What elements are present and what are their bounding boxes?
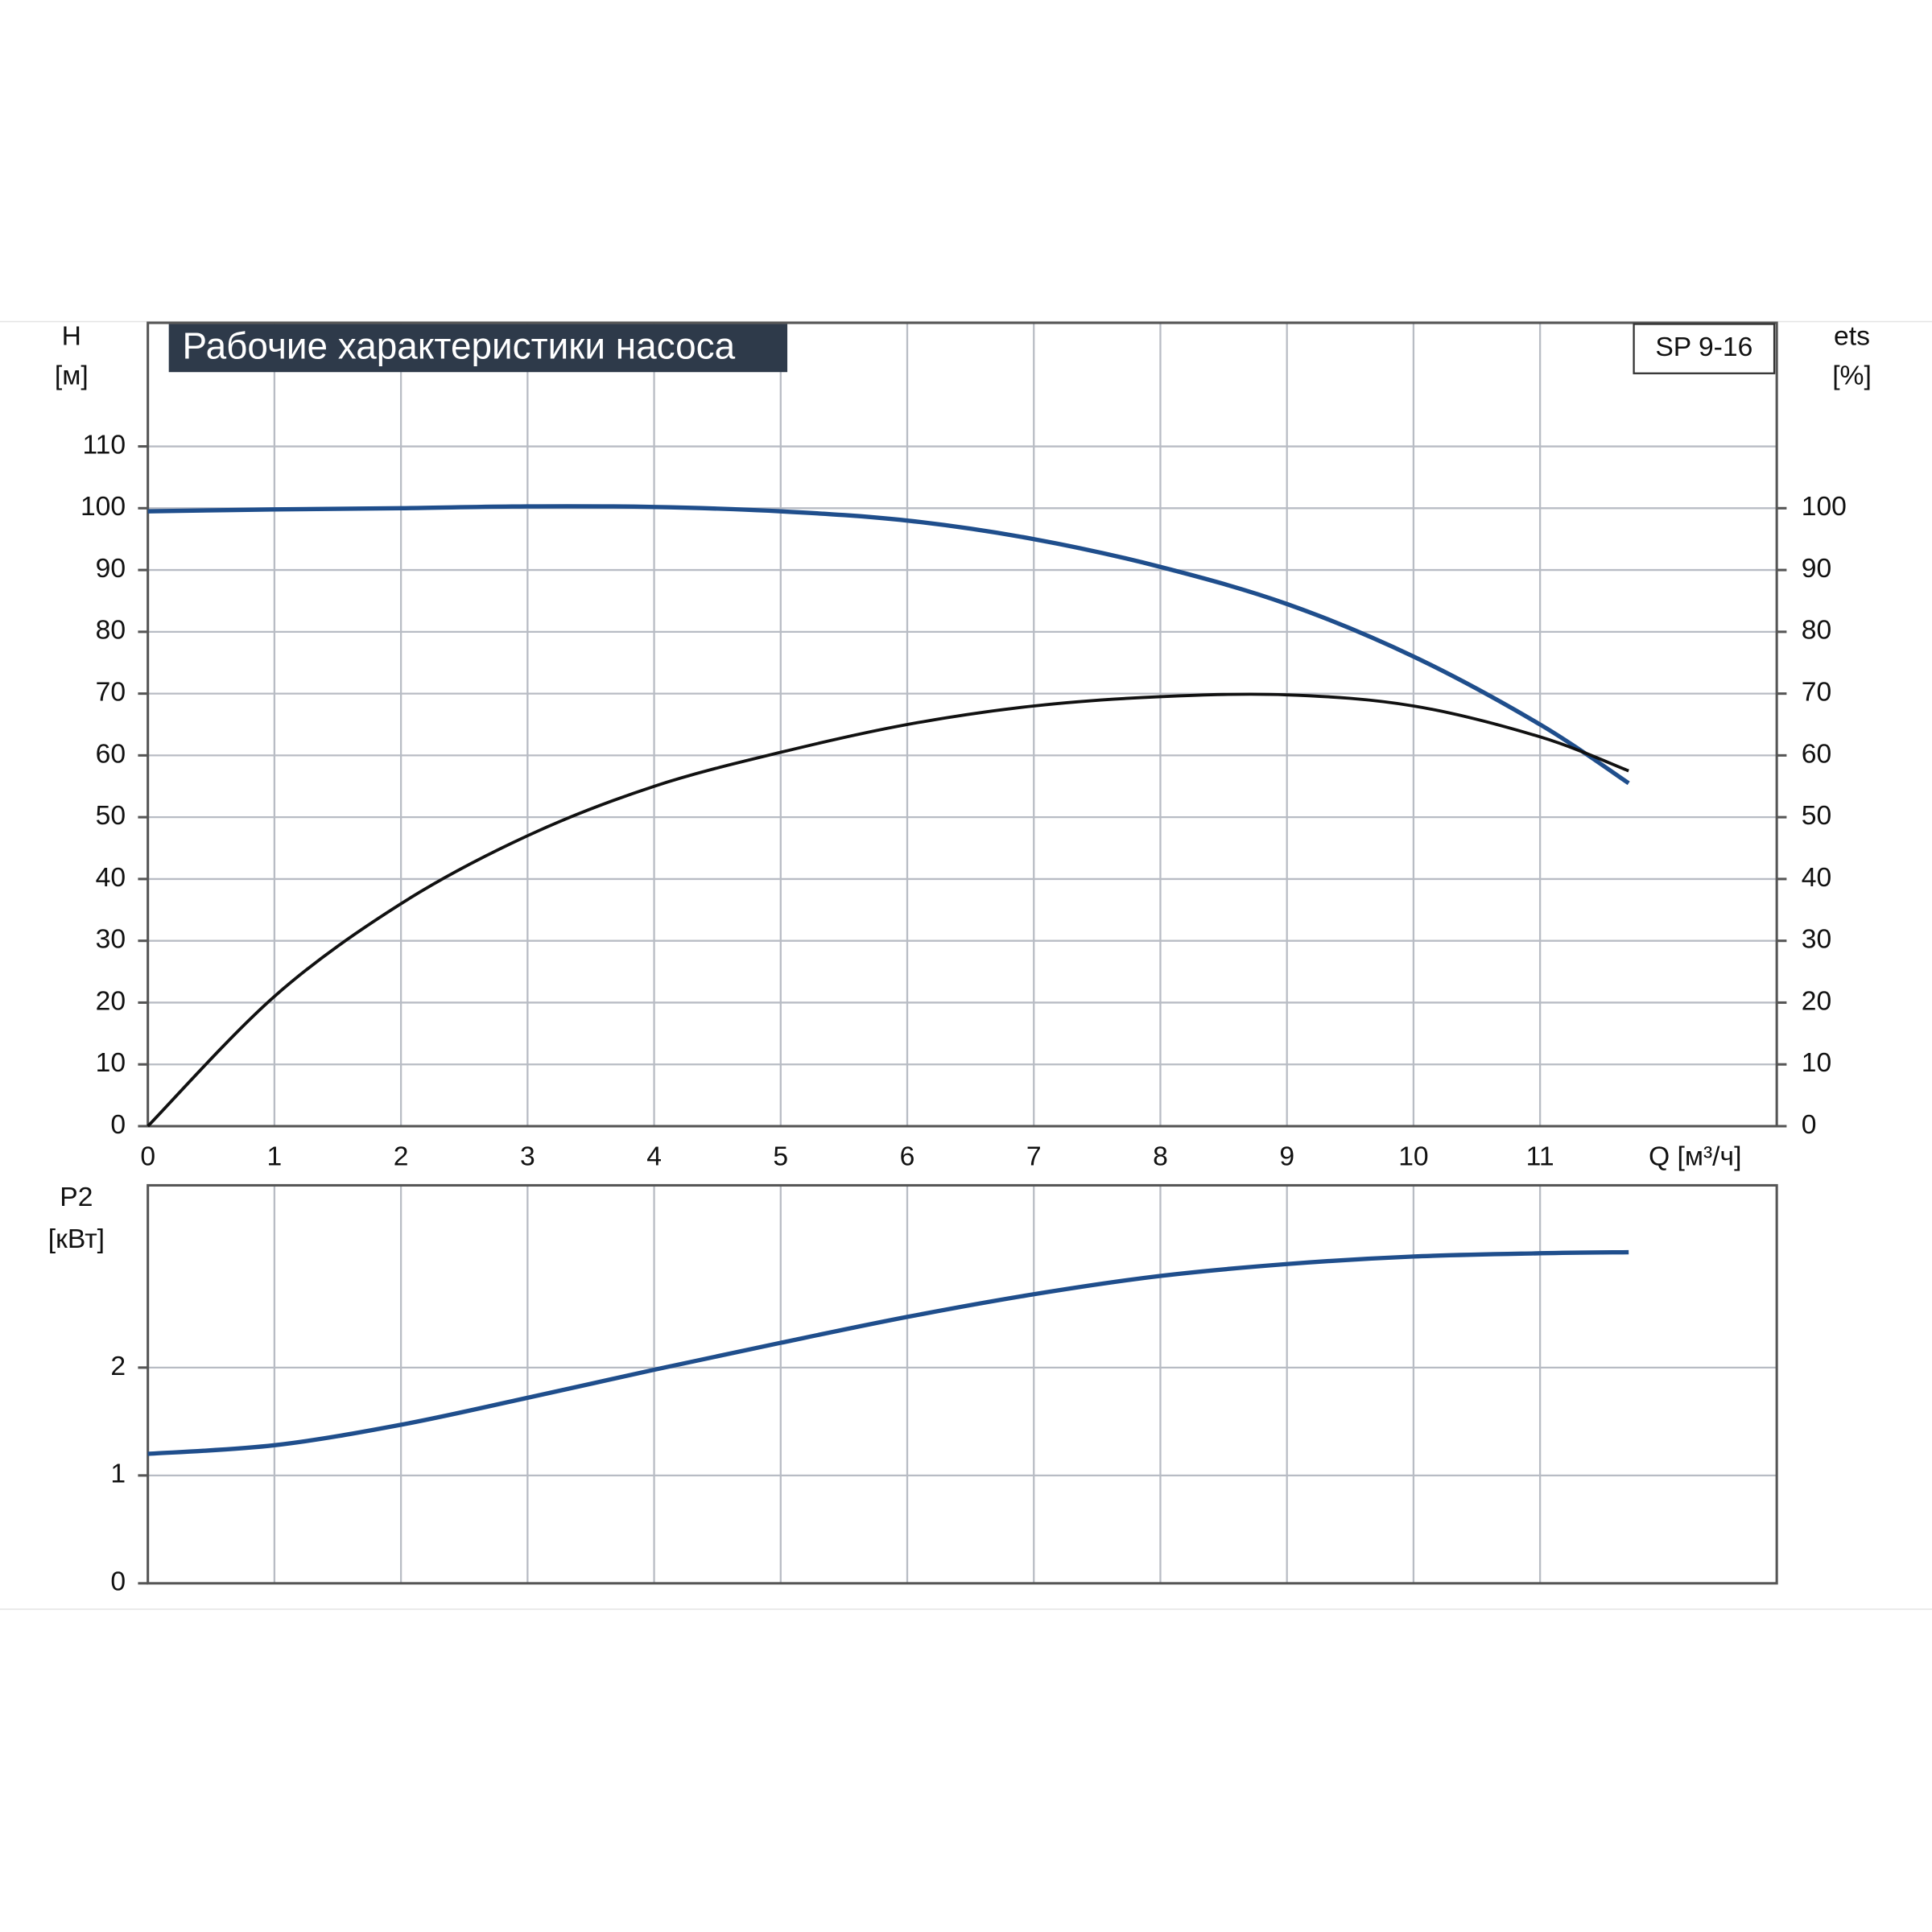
y-tick-label: 2	[110, 1352, 126, 1381]
x-tick-label: 11	[1526, 1142, 1554, 1172]
model-label: SP 9-16	[1655, 332, 1752, 362]
y-tick-label: 0	[110, 1567, 126, 1597]
y-tick-label: 1	[110, 1459, 126, 1489]
y-tick-label: 90	[96, 554, 126, 584]
x-tick-label: 3	[520, 1142, 535, 1172]
y-tick-label: 80	[96, 616, 126, 646]
y-tick-label: 100	[80, 492, 126, 522]
x-axis-label: Q [м³/ч]	[1649, 1142, 1741, 1172]
y-axis-label: P2	[60, 1183, 93, 1212]
x-tick-label: 0	[140, 1142, 155, 1172]
y-tick-label: 40	[96, 863, 126, 893]
y-tick-label: 110	[82, 430, 126, 460]
y2-tick-label: 100	[1802, 492, 1847, 522]
y-tick-label: 50	[96, 801, 126, 831]
plot-frame	[147, 321, 1778, 1128]
series-line	[147, 1249, 1629, 1456]
chart-title: Рабочие характеристики насоса	[183, 324, 736, 366]
y2-tick-label: 90	[1802, 554, 1831, 584]
y-tick-label: 20	[96, 986, 126, 1016]
y2-tick-label: 0	[1802, 1110, 1817, 1140]
y2-tick-label: 20	[1802, 986, 1831, 1016]
y-tick-label: 60	[96, 739, 126, 769]
series-line	[147, 504, 1630, 786]
y-axis-unit: [м]	[55, 361, 89, 390]
y-axis-label: H	[62, 321, 81, 351]
grid	[147, 323, 1777, 1584]
y2-tick-label: 30	[1802, 925, 1831, 955]
y-tick-label: 10	[96, 1048, 126, 1078]
x-tick-label: 6	[900, 1142, 915, 1172]
y-tick-label: 70	[96, 678, 126, 708]
plot-frame	[147, 1183, 1778, 1585]
y2-tick-label: 80	[1802, 616, 1831, 646]
x-tick-label: 10	[1398, 1142, 1428, 1172]
y-tick-label: 0	[110, 1110, 126, 1140]
y-tick-label: 30	[96, 925, 126, 955]
y2-tick-label: 50	[1802, 801, 1831, 831]
series-line	[147, 692, 1629, 1128]
y2-tick-label: 40	[1802, 863, 1831, 893]
y2-tick-label: 60	[1802, 739, 1831, 769]
x-tick-label: 5	[773, 1142, 788, 1172]
y2-axis-unit: [%]	[1832, 361, 1872, 390]
x-tick-label: 4	[646, 1142, 662, 1172]
x-tick-label: 9	[1279, 1142, 1294, 1172]
x-tick-label: 8	[1153, 1142, 1168, 1172]
y-axis-unit: [кВт]	[48, 1224, 105, 1254]
x-tick-label: 1	[267, 1142, 283, 1172]
x-tick-label: 2	[394, 1142, 409, 1172]
y2-tick-label: 10	[1802, 1048, 1831, 1078]
x-tick-label: 7	[1026, 1142, 1042, 1172]
y2-tick-label: 70	[1802, 678, 1831, 708]
title-box	[168, 324, 788, 373]
model-box	[1633, 323, 1776, 374]
y2-axis-label: ets	[1834, 321, 1870, 351]
